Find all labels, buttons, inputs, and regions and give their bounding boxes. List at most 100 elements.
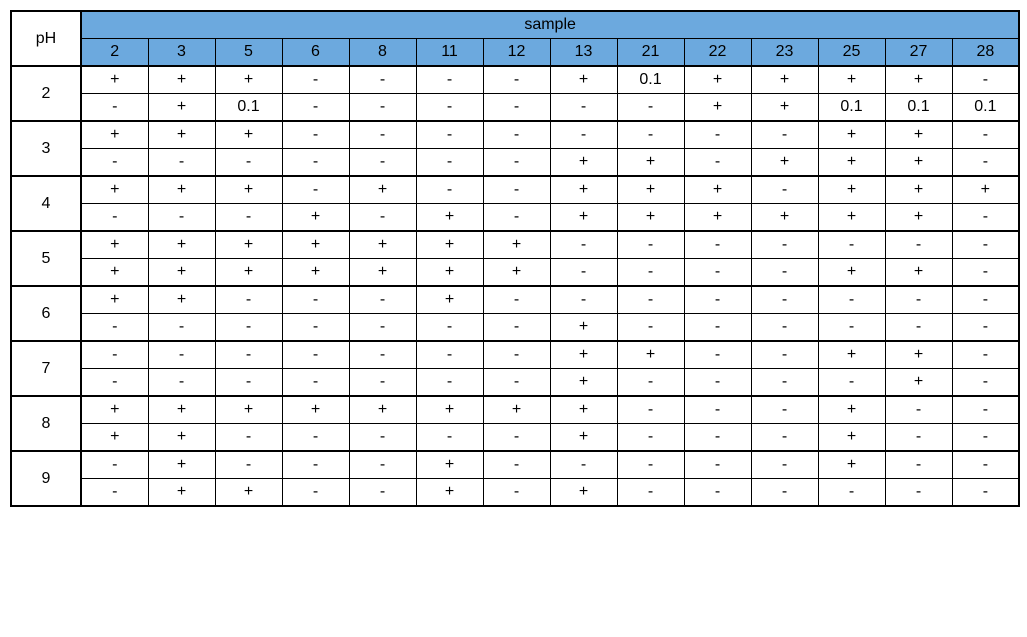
data-cell: - xyxy=(952,259,1019,287)
data-cell: - xyxy=(416,176,483,204)
data-cell: - xyxy=(349,286,416,314)
data-cell: + xyxy=(483,259,550,287)
data-cell: + xyxy=(818,204,885,232)
data-cell: + xyxy=(818,66,885,94)
data-cell: + xyxy=(215,121,282,149)
data-cell: - xyxy=(483,149,550,177)
data-cell: - xyxy=(282,369,349,397)
data-cell: - xyxy=(349,369,416,397)
sample-col-header: 2 xyxy=(81,39,148,67)
data-cell: - xyxy=(751,479,818,507)
ph-label: 9 xyxy=(11,451,81,506)
data-cell: + xyxy=(550,369,617,397)
data-cell: + xyxy=(215,396,282,424)
data-cell: + xyxy=(81,121,148,149)
data-cell: - xyxy=(215,341,282,369)
data-cell: + xyxy=(617,204,684,232)
data-cell: - xyxy=(952,66,1019,94)
data-cell: - xyxy=(483,176,550,204)
sample-col-header: 21 xyxy=(617,39,684,67)
data-cell: - xyxy=(885,479,952,507)
data-cell: - xyxy=(81,204,148,232)
data-cell: - xyxy=(617,231,684,259)
data-cell: - xyxy=(684,121,751,149)
data-cell: - xyxy=(617,479,684,507)
data-cell: - xyxy=(885,314,952,342)
data-cell: - xyxy=(751,231,818,259)
data-cell: + xyxy=(148,231,215,259)
data-cell: - xyxy=(282,94,349,122)
data-cell: - xyxy=(483,121,550,149)
data-cell: - xyxy=(550,94,617,122)
data-cell: - xyxy=(282,286,349,314)
data-cell: - xyxy=(751,121,818,149)
data-cell: - xyxy=(416,66,483,94)
data-cell: - xyxy=(81,451,148,479)
data-cell: - xyxy=(751,314,818,342)
data-cell: + xyxy=(416,451,483,479)
data-cell: - xyxy=(282,149,349,177)
data-cell: - xyxy=(148,369,215,397)
data-cell: - xyxy=(952,121,1019,149)
data-cell: - xyxy=(751,341,818,369)
data-cell: - xyxy=(751,176,818,204)
sample-header: sample xyxy=(81,11,1019,39)
data-cell: - xyxy=(684,341,751,369)
data-cell: - xyxy=(684,149,751,177)
data-cell: - xyxy=(81,314,148,342)
ph-label: 6 xyxy=(11,286,81,341)
sample-col-header: 8 xyxy=(349,39,416,67)
data-cell: - xyxy=(751,259,818,287)
data-cell: + xyxy=(483,396,550,424)
data-cell: + xyxy=(617,341,684,369)
data-cell: + xyxy=(818,149,885,177)
data-cell: - xyxy=(952,369,1019,397)
data-cell: + xyxy=(684,176,751,204)
data-cell: - xyxy=(416,369,483,397)
data-cell: - xyxy=(483,204,550,232)
data-cell: - xyxy=(148,204,215,232)
data-cell: - xyxy=(617,121,684,149)
data-cell: + xyxy=(349,231,416,259)
data-cell: - xyxy=(952,286,1019,314)
data-cell: - xyxy=(684,479,751,507)
data-cell: + xyxy=(550,341,617,369)
data-cell: + xyxy=(416,396,483,424)
data-cell: - xyxy=(81,341,148,369)
data-cell: - xyxy=(684,424,751,452)
data-cell: + xyxy=(215,259,282,287)
data-cell: - xyxy=(617,259,684,287)
data-table: pHsample235681112132122232527282+++----+… xyxy=(10,10,1020,507)
data-cell: - xyxy=(952,149,1019,177)
data-cell: + xyxy=(282,231,349,259)
ph-label: 4 xyxy=(11,176,81,231)
data-cell: - xyxy=(148,341,215,369)
data-cell: 0.1 xyxy=(617,66,684,94)
data-cell: - xyxy=(215,286,282,314)
data-cell: + xyxy=(885,66,952,94)
data-cell: - xyxy=(952,231,1019,259)
data-cell: - xyxy=(349,204,416,232)
data-cell: - xyxy=(483,286,550,314)
sample-col-header: 28 xyxy=(952,39,1019,67)
data-cell: - xyxy=(416,314,483,342)
data-cell: 0.1 xyxy=(215,94,282,122)
data-cell: - xyxy=(215,204,282,232)
ph-label: 8 xyxy=(11,396,81,451)
ph-label: 3 xyxy=(11,121,81,176)
data-cell: - xyxy=(416,341,483,369)
data-cell: - xyxy=(349,94,416,122)
data-cell: + xyxy=(148,66,215,94)
data-cell: - xyxy=(818,231,885,259)
data-cell: - xyxy=(617,286,684,314)
data-cell: + xyxy=(148,121,215,149)
data-cell: - xyxy=(416,149,483,177)
data-cell: + xyxy=(416,479,483,507)
data-cell: - xyxy=(818,479,885,507)
data-cell: - xyxy=(952,451,1019,479)
data-cell: - xyxy=(483,424,550,452)
data-cell: 0.1 xyxy=(885,94,952,122)
data-cell: + xyxy=(818,341,885,369)
data-cell: + xyxy=(148,286,215,314)
sample-col-header: 12 xyxy=(483,39,550,67)
